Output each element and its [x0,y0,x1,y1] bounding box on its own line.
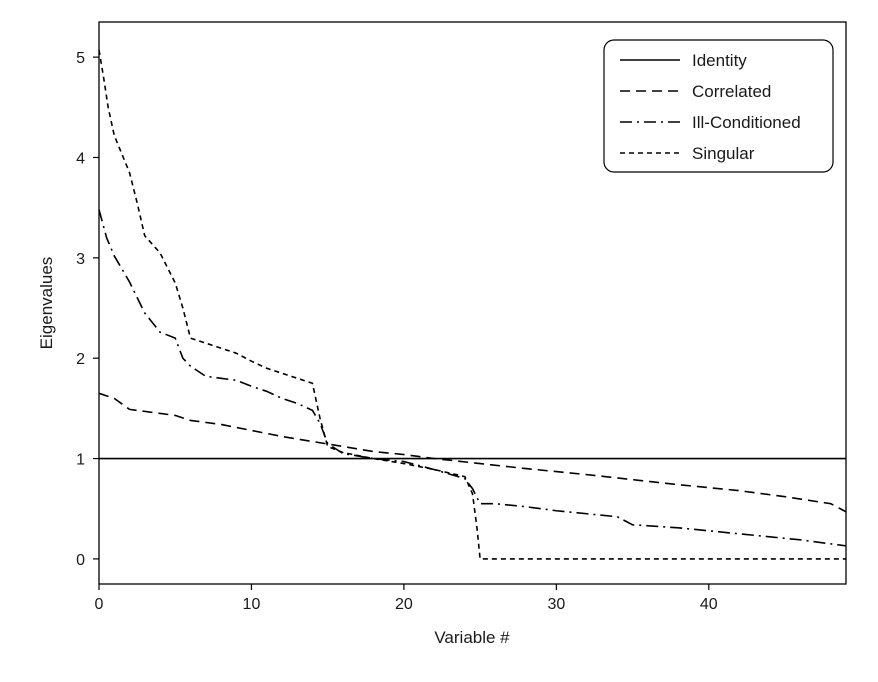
y-tick-label: 5 [76,50,85,67]
legend-label: Correlated [692,82,771,101]
legend-label: Identity [692,51,747,70]
legend-label: Ill-Conditioned [692,113,801,132]
legend-box [603,39,834,173]
x-tick-label: 20 [395,596,413,613]
legend-label: Singular [692,144,755,163]
series-line-ill-conditioned [98,209,847,547]
x-tick-label: 10 [243,596,261,613]
x-tick-label: 30 [547,596,565,613]
y-tick-label: 3 [76,251,85,268]
x-tick-label: 40 [700,596,718,613]
y-axis-label: Eigenvalues [37,257,56,350]
y-tick-label: 0 [76,552,85,569]
y-tick-label: 1 [76,452,85,469]
x-axis-label: Variable # [434,628,510,647]
series-layer [98,49,847,560]
x-tick-label: 0 [95,596,104,613]
y-tick-label: 2 [76,351,85,368]
series-line-singular [98,49,846,560]
ticks-layer: 0 10 20 30 40 0 1 2 3 4 5 [76,50,718,613]
legend: Identity Correlated Ill-Conditioned Singula… [603,39,834,173]
legend-entries: Identity Correlated Ill-Conditioned Singula… [620,51,801,163]
series-line-correlated [98,392,847,513]
y-tick-label: 4 [76,150,85,167]
